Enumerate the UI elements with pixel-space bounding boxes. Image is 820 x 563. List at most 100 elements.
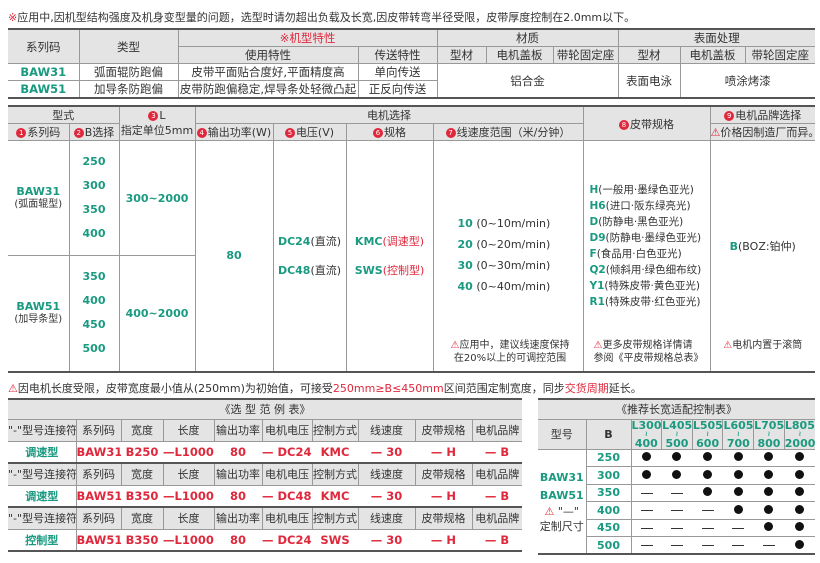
example-header-cell: 系列码 [75, 418, 122, 442]
example-header-cell: 宽度 [120, 418, 164, 442]
h-voltage-label: 电压(V) [295, 126, 335, 139]
dot-icon [703, 469, 713, 479]
dash-icon [640, 510, 653, 512]
example-value: — 30 [358, 484, 415, 508]
dot-icon [764, 487, 774, 497]
example-value: 80 [214, 484, 262, 508]
voltage-code: DC48 [277, 263, 311, 277]
speed-option: 40 (0~40m/min) [434, 276, 582, 297]
width-note-a: 因电机长度受限，皮带宽度最小值从(250mm)为初始值，可接受 [17, 382, 333, 395]
belt-options: H(一般用·墨绿色亚光) H6(进口·阪东绿亮光) D(防静电·黑色亚光) D9… [582, 140, 711, 373]
model-code: BAW51 [539, 488, 584, 502]
voltage-code: DC24 [277, 234, 311, 248]
dot-icon [795, 504, 805, 514]
example-header-cell: "-"型号连接符 [8, 506, 76, 530]
num-badge: 7 [445, 128, 456, 138]
width-note-d: 交货周期 [564, 382, 609, 395]
recommend-row: 350 [538, 483, 815, 502]
belt-option: D(防静电·黑色亚光) [590, 214, 710, 230]
b-value: 450 [585, 518, 632, 537]
warning-icon: ⚠ [723, 339, 733, 351]
speed-code: 40 [457, 280, 473, 293]
example-header-cell: 电机品牌 [472, 506, 523, 530]
custom-mark: ⚠ "—" [538, 505, 586, 518]
b-value: 350 [585, 483, 632, 502]
dot-icon [795, 522, 805, 532]
brand-note-text: 电机内置于滚筒 [732, 339, 803, 351]
dot-icon [764, 452, 774, 462]
example-value: BAW31— [75, 440, 121, 464]
num-badge: 8 [619, 119, 629, 130]
belt-desc: (食品用·白色亚光) [596, 247, 682, 260]
series-sub: (加导条型) [14, 313, 63, 325]
custom-cell [661, 483, 693, 502]
h-series-label: 系列码 [27, 126, 61, 139]
voltage-option: DC48(直流) [274, 256, 345, 285]
h-motor: 电机选择 [194, 105, 584, 124]
length-range-header: L605 ≀ 700 [722, 418, 755, 450]
dot-icon [703, 452, 713, 462]
speed-code: 20 [457, 238, 473, 251]
example-value: —L1000 — [163, 528, 214, 552]
example-row: 调速型BAW51—B350—L1000 —80— DC48 —KMC— 30— … [8, 484, 523, 508]
length-from: L300 [631, 419, 662, 432]
example-row: 调速型BAW31—B250—L1000 —80— DC24 —KMC— 30— … [8, 440, 523, 464]
model-cell: BAW31 BAW51 ⚠ "—" 定制尺寸 [538, 448, 586, 555]
example-value: — DC24 — [262, 528, 312, 552]
example-value: 80 [214, 528, 262, 552]
h-transfer: 传送特性 [357, 46, 438, 64]
example-header-cell: 输出功率 [213, 418, 263, 442]
speed-note: ⚠应用中，建议线速度保持在20%以上的可调控范围 [450, 339, 571, 365]
length-from: L605 [723, 419, 754, 432]
dash-icon [762, 545, 775, 546]
fit-cell [692, 448, 723, 467]
dot-icon [733, 452, 743, 462]
series-cell: BAW51 (加导条型) [8, 255, 69, 373]
example-label: 调速型 [8, 484, 76, 508]
spec-option: SWS(控制型) [347, 256, 432, 285]
spec-note: (调速型) [382, 234, 425, 248]
example-header-cell: 控制方式 [311, 462, 359, 486]
example-header-cell: 电机电压 [261, 418, 313, 442]
belt-option: R1(特殊皮带·红色亚光) [590, 294, 710, 310]
h-brand-label: 电机品牌选择 [735, 109, 802, 122]
belt-desc: (一般用·墨绿色亚光) [598, 183, 694, 196]
h-speed-label: 线速度范围（米/分钟） [456, 126, 571, 139]
dot-icon [764, 504, 774, 514]
recommend-title: 《推荐长宽适配控制表》 [538, 398, 815, 420]
length-range: 300~2000 [118, 140, 196, 256]
width-note-e: 延长。 [608, 382, 642, 395]
h-brand-note-text: 价格因制造厂而异。 [720, 126, 815, 139]
h-b: 2 B选择 [68, 123, 120, 141]
brand-note: ⚠电机内置于滚筒 [711, 336, 816, 351]
example-header-cell: 电机品牌 [472, 418, 523, 442]
b-options: 350 400 450 500 [68, 255, 120, 373]
dot-icon [642, 452, 652, 462]
dot-icon [795, 452, 805, 462]
example-label: 调速型 [8, 440, 76, 464]
series-code: BAW51 [8, 80, 79, 99]
example-value: — 30 [358, 440, 415, 464]
tilde-icon: ≀ [736, 429, 740, 438]
example-value: BAW51— [75, 484, 121, 508]
speed-option: 20 (0~20m/min) [434, 234, 582, 255]
dash-icon [732, 545, 745, 546]
belt-code: Y1 [589, 279, 605, 292]
spec-option: KMC(调速型) [347, 227, 432, 256]
custom-cell [631, 518, 662, 537]
h-length: 3 L 指定单位5mm [118, 105, 196, 141]
h-b-label: B选择 [84, 126, 115, 139]
fit-cell [784, 448, 815, 467]
fit-cell [661, 448, 693, 467]
dot-icon [733, 487, 743, 497]
example-header-cell: 电机电压 [261, 506, 313, 530]
example-value: B350 [121, 528, 163, 552]
dash-icon [701, 545, 714, 546]
belt-desc: (防静电·黑色亚光) [598, 215, 684, 228]
belt-code: F [589, 247, 597, 260]
custom-cell [661, 518, 693, 537]
fit-cell [753, 501, 785, 520]
dash-icon [732, 527, 745, 529]
speed-code: 30 [457, 259, 473, 272]
speed-note-text: 应用中，建议线速度保持在20%以上的可调控范围 [453, 339, 570, 364]
